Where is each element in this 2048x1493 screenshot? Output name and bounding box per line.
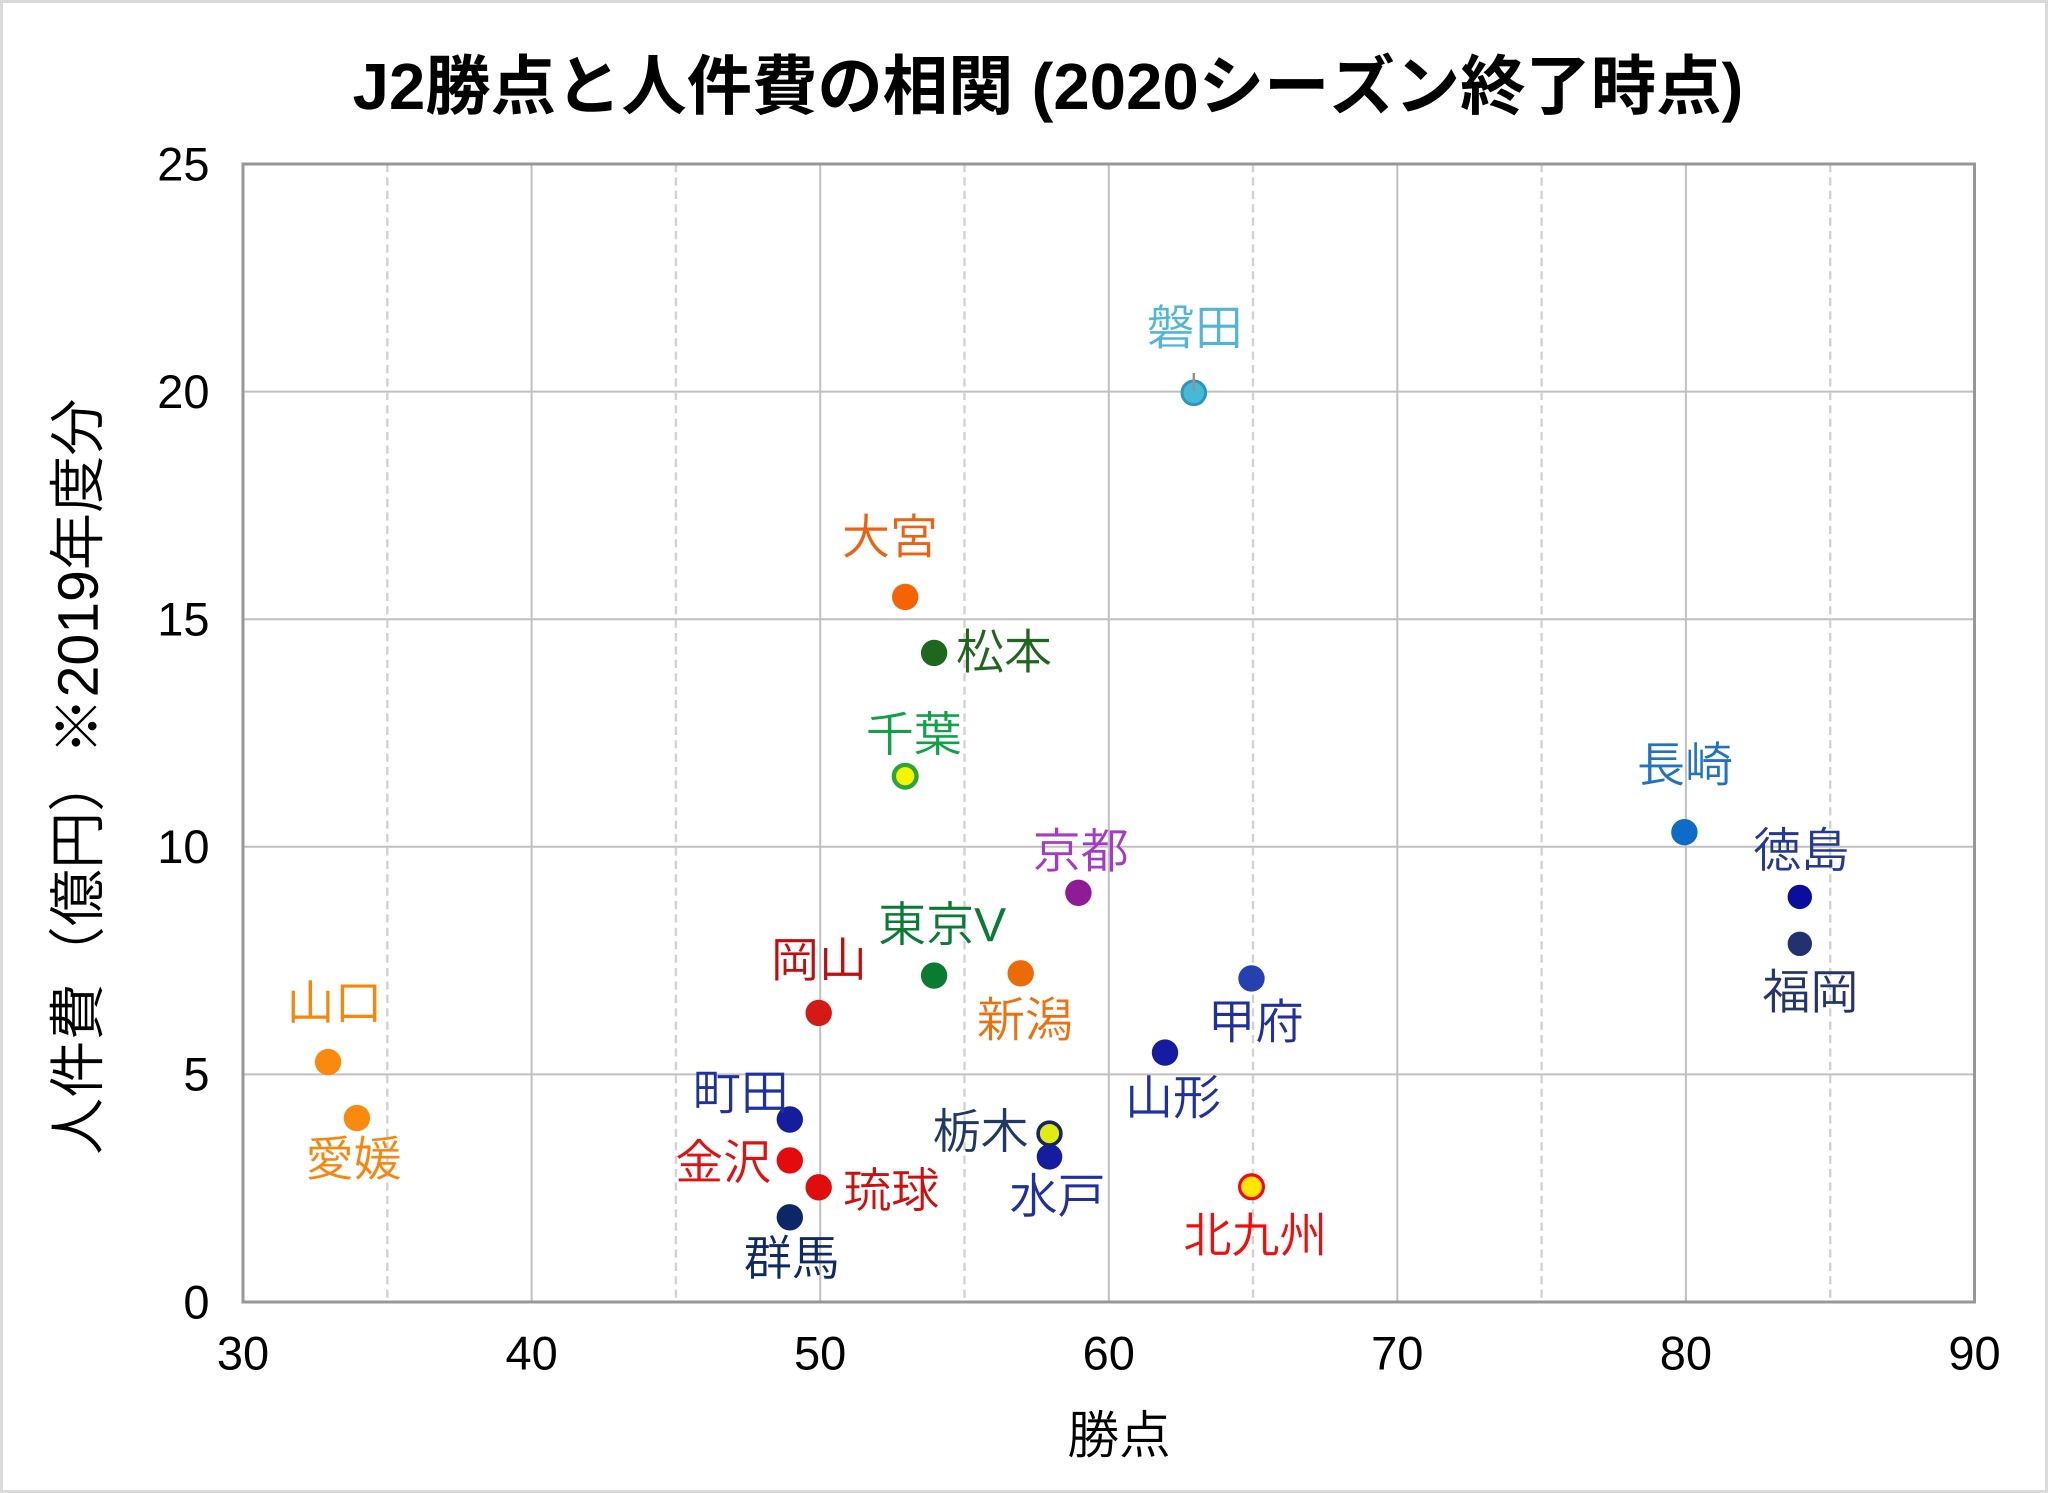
svg-text:80: 80 [1660,1327,1712,1380]
svg-text:30: 30 [217,1327,269,1380]
svg-text:0: 0 [183,1275,209,1328]
svg-text:10: 10 [157,820,209,873]
svg-text:15: 15 [157,593,209,646]
svg-text:25: 25 [157,137,209,190]
svg-text:60: 60 [1083,1327,1135,1380]
svg-text:20: 20 [157,365,209,418]
svg-text:50: 50 [794,1327,846,1380]
svg-text:90: 90 [1948,1327,2000,1380]
svg-text:5: 5 [183,1048,209,1101]
svg-text:40: 40 [505,1327,557,1380]
svg-text:70: 70 [1371,1327,1423,1380]
